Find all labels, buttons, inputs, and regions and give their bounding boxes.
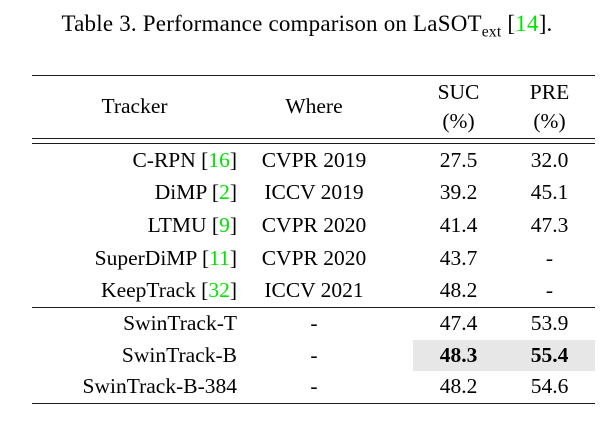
- tracker-cell: SwinTrack-B-384: [82, 374, 238, 399]
- citation-number: 2: [219, 180, 230, 205]
- citation-number: 11: [209, 245, 230, 270]
- pre-value-cell: 54.6: [530, 374, 569, 399]
- tracker-cell: C-RPN [16]: [132, 147, 237, 172]
- table-body-swintrack: SwinTrack-T - 47.4 53.9 SwinTrack-B - 48.3 55.4…: [32, 308, 595, 403]
- suc-value-cell: 48.3: [413, 339, 504, 372]
- results-table: Tracker Where SUC (%) PRE (%) C-RPN [16]…: [32, 75, 595, 404]
- suc-value-cell: 48.2: [439, 278, 478, 303]
- citation-number: 32: [208, 278, 230, 303]
- where-cell: ICCV 2019: [264, 180, 364, 205]
- where-cell: CVPR 2020: [261, 245, 367, 270]
- table-row: C-RPN [16] CVPR 2019 27.5 32.0: [32, 144, 595, 177]
- pre-value-cell: 47.3: [530, 212, 569, 237]
- caption-subscript: ext: [481, 23, 502, 41]
- column-header-suc-line2: (%): [442, 108, 475, 133]
- pre-value-cell: -: [545, 278, 554, 303]
- column-header-suc: SUC (%): [413, 80, 504, 133]
- pre-value-cell: 55.4: [504, 339, 595, 372]
- tracker-cell: SwinTrack-T: [123, 311, 237, 336]
- column-header-pre-line1: PRE: [529, 80, 570, 104]
- caption-citation-number: 14: [515, 11, 539, 36]
- column-header-tracker: Tracker: [101, 94, 168, 119]
- suc-value-cell: 43.7: [439, 245, 478, 270]
- column-header-pre-line2: (%): [533, 108, 566, 133]
- where-cell: CVPR 2020: [261, 212, 367, 237]
- table-rule-bottom: [32, 402, 595, 404]
- suc-value-cell: 47.4: [439, 311, 478, 336]
- where-cell: -: [310, 311, 318, 336]
- column-header-pre: PRE (%): [504, 80, 595, 133]
- table-caption: Table 3. Performance comparison on LaSOT…: [0, 11, 614, 40]
- where-cell: -: [310, 342, 318, 367]
- citation-number: 16: [208, 147, 230, 172]
- caption-text-mid: [: [501, 11, 516, 36]
- citation-number: 9: [219, 212, 230, 237]
- caption-text-before: Table 3. Performance comparison on LaSOT: [61, 11, 482, 36]
- where-cell: -: [310, 374, 318, 399]
- table-row: LTMU [9] CVPR 2020 41.4 47.3: [32, 209, 595, 242]
- table-row: DiMP [2] ICCV 2019 39.2 45.1: [32, 177, 595, 210]
- table-rule-mid: [32, 306, 595, 308]
- suc-value-cell: 39.2: [439, 180, 478, 205]
- table-row: SwinTrack-B-384 - 48.2 54.6: [32, 371, 595, 403]
- table-header-row: Tracker Where SUC (%) PRE (%): [32, 76, 595, 138]
- pre-value-cell: 45.1: [530, 180, 569, 205]
- where-cell: ICCV 2021: [264, 278, 364, 303]
- pre-value-cell: -: [545, 245, 554, 270]
- tracker-cell: KeepTrack [32]: [101, 278, 237, 303]
- pre-value-cell: 32.0: [530, 147, 569, 172]
- suc-value-cell: 48.2: [439, 374, 478, 399]
- table-row: SwinTrack-T - 47.4 53.9: [32, 308, 595, 340]
- pre-value-cell: 53.9: [530, 311, 569, 336]
- tracker-cell: LTMU [9]: [147, 212, 237, 237]
- suc-value-cell: 41.4: [439, 212, 478, 237]
- table-rule-top: [32, 75, 595, 76]
- table-row: KeepTrack [32] ICCV 2021 48.2 -: [32, 274, 595, 307]
- tracker-cell: SuperDiMP [11]: [94, 245, 237, 270]
- tracker-cell: DiMP [2]: [154, 180, 237, 205]
- suc-value-cell: 27.5: [439, 147, 478, 172]
- column-header-suc-line1: SUC: [437, 80, 480, 104]
- table-rule-double: [32, 138, 595, 144]
- tracker-cell: SwinTrack-B: [121, 342, 237, 367]
- table-row: SwinTrack-B - 48.3 55.4: [32, 339, 595, 372]
- where-cell: CVPR 2019: [261, 147, 367, 172]
- caption-text-after: ].: [538, 11, 553, 36]
- column-header-where: Where: [285, 94, 343, 119]
- table-row: SuperDiMP [11] CVPR 2020 43.7 -: [32, 242, 595, 275]
- table-body-prior-trackers: C-RPN [16] CVPR 2019 27.5 32.0 DiMP [2] ICCV …: [32, 144, 595, 307]
